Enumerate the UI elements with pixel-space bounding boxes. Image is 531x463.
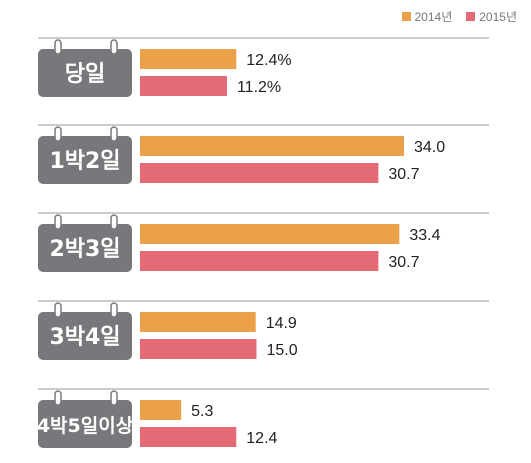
badge-ring-1n2d-2	[110, 126, 118, 142]
bar-2015-2n3d	[140, 251, 379, 271]
legend-item-2014: 2014년	[401, 8, 453, 25]
category-label-same-day: 당일	[65, 62, 105, 87]
badge-ring-1n2d-1	[54, 126, 62, 142]
bar-2015-1n2d	[140, 163, 379, 183]
category-badge-4n5d-plus	[38, 400, 132, 448]
category-badge-1n2d	[38, 136, 132, 184]
badge-ring-same-day-2	[110, 39, 118, 55]
category-label-3n4d: 3박4일	[49, 325, 120, 350]
legend: 2014년 2015년	[401, 8, 517, 25]
bar-2014-4n5d-plus	[140, 400, 182, 420]
bar-2014-same-day	[140, 49, 237, 69]
badge-ring-same-day-1	[54, 39, 62, 55]
value-label-2014-same-day: 12.4%	[246, 52, 291, 69]
badge-ring-2n3d-2	[110, 214, 118, 230]
value-label-2015-1n2d: 30.7	[388, 166, 419, 183]
bar-2015-3n4d	[140, 339, 257, 359]
category-badge-2n3d	[38, 224, 132, 272]
category-label-2n3d: 2박3일	[49, 237, 120, 262]
value-label-2015-3n4d: 15.0	[266, 342, 297, 359]
category-badge-same-day	[38, 49, 132, 97]
badge-ring-3n4d-2	[110, 302, 118, 318]
legend-label-2014: 2014년	[414, 10, 453, 24]
bar-2014-3n4d	[140, 312, 256, 332]
category-badge-3n4d	[38, 312, 132, 360]
value-label-2014-2n3d: 33.4	[409, 227, 440, 244]
badge-ring-4n5d-plus-1	[54, 390, 62, 406]
value-label-2014-4n5d-plus: 5.3	[191, 403, 213, 420]
value-label-2015-4n5d-plus: 12.4	[246, 430, 277, 447]
badge-ring-3n4d-1	[54, 302, 62, 318]
value-label-2015-2n3d: 30.7	[388, 254, 419, 271]
bar-2014-2n3d	[140, 224, 400, 244]
bar-2015-4n5d-plus	[140, 427, 237, 447]
category-label-1n2d: 1박2일	[49, 149, 120, 174]
badge-ring-2n3d-1	[54, 214, 62, 230]
badge-ring-4n5d-plus-2	[110, 390, 118, 406]
legend-label-2015: 2015년	[479, 10, 517, 24]
category-label-4n5d-plus: 4박5일이상	[37, 415, 134, 437]
value-label-2014-1n2d: 34.0	[414, 139, 445, 156]
legend-swatch-2014	[401, 12, 411, 21]
bar-2014-1n2d	[140, 136, 404, 156]
bar-2015-same-day	[140, 76, 227, 96]
legend-item-2015: 2015년	[466, 8, 517, 25]
value-label-2015-same-day: 11.2%	[237, 79, 281, 96]
legend-swatch-2015	[466, 12, 476, 21]
value-label-2014-3n4d: 14.9	[266, 315, 297, 332]
